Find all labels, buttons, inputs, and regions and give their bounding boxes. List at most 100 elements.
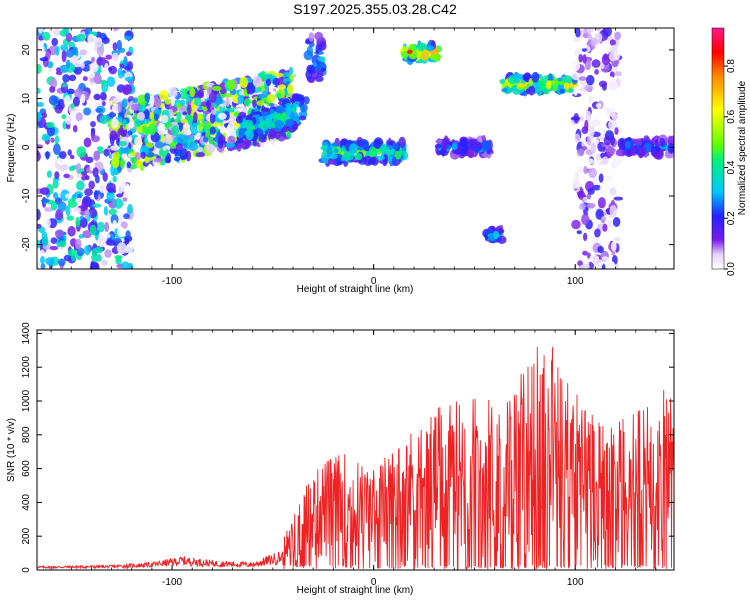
spectrogram-cell (286, 104, 292, 116)
spectrogram-cell (614, 71, 622, 77)
x-tick-label: 100 (567, 577, 584, 588)
spectrogram-cell (528, 85, 536, 96)
x-tick-label: -100 (162, 577, 182, 588)
spectrogram-cell (345, 154, 354, 161)
spectrogram-cell (62, 220, 70, 227)
spectrogram-cell (168, 86, 178, 99)
spectrogram-cell (209, 112, 216, 124)
spectrogram-cell (120, 181, 127, 187)
spectrogram-cell (573, 85, 578, 97)
spectrogram-cell (136, 112, 145, 121)
spectrogram-cell (120, 221, 128, 230)
snr-x-label: Height of straight line (km) (297, 585, 414, 596)
spectrogram-cell (298, 115, 307, 121)
spectrogram-cell (57, 98, 65, 110)
spectrogram-cell (118, 184, 123, 196)
spectrogram-cell (70, 103, 75, 109)
spectrogram-cell (570, 116, 581, 121)
spectrogram-cell (61, 114, 67, 120)
spectrogram-cell (601, 40, 611, 47)
spectrogram-cell (54, 171, 60, 180)
spectrogram-cell (66, 215, 74, 221)
spectrogram-cell (215, 95, 220, 107)
spectrogram-cell (106, 190, 115, 202)
spectrogram-cell (571, 219, 581, 230)
spectrogram-cell (256, 100, 265, 106)
spectrogram-cell (176, 149, 183, 157)
spectrogram-cell (587, 158, 594, 165)
spectrogram-cell (84, 188, 93, 197)
spectrogram-cell (211, 109, 217, 115)
spectrogram-cell (37, 63, 42, 75)
spectrogram-cell (586, 28, 594, 34)
spectrogram-cell (197, 89, 204, 98)
spectrogram-cell (243, 119, 254, 129)
spectrogram-cell (630, 146, 638, 154)
spectrogram-cell (67, 248, 77, 257)
spectrogram-cell (601, 54, 611, 66)
spectrogram-cell (125, 51, 132, 57)
spectrogram-cell (154, 141, 164, 149)
spectrogram-cell (121, 98, 128, 109)
spectrogram-cell (327, 157, 337, 165)
spectrogram-cell (224, 93, 232, 98)
spectrogram-cell (109, 130, 118, 141)
spectrogram-cell (303, 50, 314, 61)
spectrogram-cell (608, 24, 617, 28)
spectrogram-cell (45, 257, 55, 266)
spectrogram-cell (67, 226, 76, 237)
spectrogram-cell (194, 97, 202, 106)
spectrogram-cell (40, 263, 46, 269)
spectrogram-cell (65, 49, 74, 58)
chart-title: S197.2025.355.03.28.C42 (293, 1, 457, 17)
colorbar-tick-label: 0.2 (726, 211, 737, 225)
spectrogram-cell (94, 37, 103, 48)
spectrogram-cell (126, 161, 132, 169)
spectrogram-cell (600, 152, 605, 159)
spectrogram-cell (613, 196, 624, 201)
spectrogram-cell (219, 122, 224, 127)
spectrogram-cell (54, 135, 60, 145)
spectrogram-cell (287, 83, 294, 95)
colorbar-gradient (711, 27, 725, 270)
spectrogram-cell (266, 93, 276, 104)
spectrogram-frame (36, 27, 675, 270)
spectrogram-cell (296, 94, 305, 102)
spectrogram-cell (117, 226, 126, 238)
spectrogram-cell (101, 101, 106, 107)
spectrogram-cell (589, 125, 595, 137)
spectrogram-cell (52, 179, 59, 189)
spectrogram-cell (202, 112, 206, 123)
spectrogram-cell (614, 154, 624, 166)
spectrogram-cell (284, 103, 292, 108)
spectrogram-cell (65, 115, 72, 125)
spectrogram-cell (137, 94, 147, 106)
spectrogram-cell (206, 99, 211, 110)
spectrogram-cell (103, 206, 108, 216)
spectrogram-cell (112, 42, 118, 51)
spectrogram-cell (307, 78, 315, 84)
spectrogram-cell (614, 127, 619, 135)
spectrogram-cell (65, 32, 73, 42)
spectrogram-cell (49, 86, 56, 93)
spectrogram-cell (236, 142, 246, 149)
spectrogram-cell (55, 45, 60, 56)
spectrogram-cell (104, 249, 112, 258)
spectrogram-cell (153, 113, 159, 121)
spectrogram-cell (98, 239, 106, 248)
spectrogram-cell (122, 197, 128, 202)
spectrogram-cell (260, 70, 267, 81)
spectrogram-cell (124, 35, 132, 41)
spectrogram-cell (140, 119, 150, 125)
spectrogram-cell (141, 125, 147, 134)
spectrogram-cell (581, 139, 588, 148)
spectrogram-cell (582, 196, 589, 203)
y-tick-label: 0 (21, 144, 32, 150)
spectrogram-cell (67, 198, 78, 208)
spectrogram-cell (183, 135, 189, 141)
spectrogram-cell (159, 90, 169, 101)
spectrogram-cell (229, 118, 235, 125)
spectrogram-cell (96, 57, 104, 66)
spectrogram-cell (592, 184, 602, 191)
